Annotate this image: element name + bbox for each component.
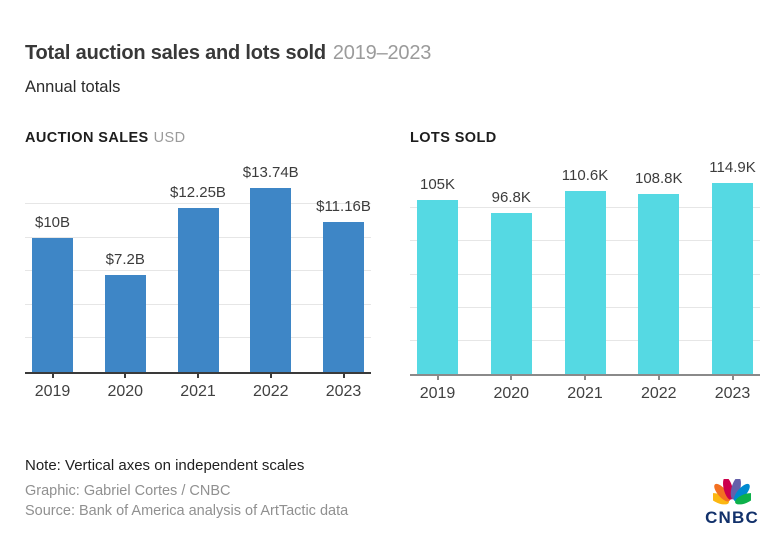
- chart-lots-sold-plot: 105K 96.8K 110.6K 108.8K 114.9K: [410, 159, 760, 376]
- chart-auction-sales-year-labels: 2019 2020 2021 2022 2023: [25, 383, 371, 401]
- year-label-2020: 2020: [493, 385, 530, 402]
- peacock-icon: [713, 479, 752, 505]
- bar-slot-2021: 110.6K: [562, 167, 608, 374]
- axis-tick-2021: [197, 374, 199, 378]
- year-label-2022: 2022: [640, 385, 677, 402]
- bar-slot-2022: $13.74B: [243, 164, 299, 372]
- axis-tick-2020: [124, 374, 127, 378]
- bar-slot-2020: $7.2B: [104, 184, 146, 372]
- year-label-2019: 2019: [34, 383, 71, 400]
- year-label-2020: 2020: [107, 383, 144, 400]
- bar-slot-2023: 114.9K: [709, 159, 756, 374]
- chart-lots-sold-year-labels: 2019 2020 2021 2022 2023: [410, 385, 760, 403]
- axis-tick-2023: [731, 376, 734, 380]
- chart-auction-sales-axis-ticks: [25, 374, 371, 379]
- bar-2020: [490, 213, 532, 374]
- bars-group: 105K 96.8K 110.6K 108.8K 114.9K: [410, 159, 760, 374]
- axis-tick-2019: [436, 376, 439, 380]
- chart-auction-sales-title: AUCTION SALES: [25, 130, 149, 146]
- tick-slot-2023: [323, 374, 364, 379]
- chart-auction-sales: AUCTION SALES USD $10B $7.2B $12.25B $13.74B…: [25, 130, 371, 401]
- year-label-2021: 2021: [180, 383, 216, 400]
- bar-slot-2019: $10B: [32, 184, 73, 372]
- tick-slot-2022: [638, 376, 679, 381]
- value-label-2019: 105K: [419, 175, 456, 193]
- source-credit: Source: Bank of America analysis of ArtT…: [25, 503, 349, 519]
- bar-2021: [177, 207, 219, 372]
- value-label-2021: $12.25B: [170, 183, 226, 201]
- bar-2019: [417, 199, 458, 374]
- tick-slot-2021: [178, 374, 219, 379]
- gridline-12.5: [25, 203, 371, 205]
- bar-slot-2020: 96.8K: [490, 175, 532, 374]
- chart-auction-sales-unit: USD: [153, 130, 186, 146]
- value-label-2023: $11.16B: [316, 198, 371, 216]
- bar-2022: [250, 187, 292, 372]
- year-label-2019: 2019: [419, 385, 456, 402]
- cnbc-logo: CNBC: [705, 479, 759, 528]
- bar-2019: [32, 237, 73, 372]
- chart-auction-sales-header: AUCTION SALES USD: [25, 130, 371, 146]
- year-label-2021: 2021: [567, 385, 603, 402]
- bar-2021: [564, 190, 606, 374]
- value-label-2023: 114.9K: [709, 159, 756, 177]
- tick-slot-2021: [565, 376, 606, 381]
- footnote: Note: Vertical axes on independent scale…: [25, 457, 305, 474]
- chart-lots-sold-title: LOTS SOLD: [410, 130, 497, 146]
- page-title-text: Total auction sales and lots sold: [25, 42, 326, 64]
- axis-tick-2022: [657, 376, 660, 380]
- chart-lots-sold-header: LOTS SOLD: [410, 130, 760, 146]
- page-subtitle: Annual totals: [25, 78, 121, 96]
- value-label-2022: 108.8K: [634, 169, 683, 187]
- chart-auction-sales-plot: $10B $7.2B $12.25B $13.74B $11.16B: [25, 164, 371, 374]
- value-label-2021: 110.6K: [561, 166, 609, 184]
- axis-tick-2023: [342, 374, 345, 378]
- cnbc-wordmark: CNBC: [705, 508, 759, 527]
- year-label-2023: 2023: [325, 383, 362, 400]
- tick-slot-2020: [491, 376, 532, 381]
- axis-tick-2019: [51, 374, 54, 378]
- axis-tick-2021: [584, 376, 586, 380]
- bar-2020: [104, 275, 146, 372]
- tick-slot-2020: [105, 374, 146, 379]
- axis-tick-2020: [510, 376, 513, 380]
- graphic-credit: Graphic: Gabriel Cortes / CNBC: [25, 483, 231, 499]
- tick-slot-2019: [32, 374, 73, 379]
- tick-slot-2023: [712, 376, 753, 381]
- tick-slot-2019: [417, 376, 458, 381]
- bar-2023: [712, 183, 753, 374]
- value-label-2020: $7.2B: [105, 251, 145, 269]
- year-label-2023: 2023: [714, 385, 751, 402]
- year-label-2022: 2022: [252, 383, 289, 400]
- page-title-period: 2019–2023: [332, 42, 432, 64]
- page-title: Total auction sales and lots sold 2019–20…: [25, 42, 431, 65]
- bar-slot-2019: 105K: [417, 175, 458, 374]
- bar-slot-2022: 108.8K: [635, 170, 683, 374]
- axis-tick-2022: [269, 374, 272, 378]
- value-label-2020: 96.8K: [491, 189, 531, 207]
- bar-2023: [323, 222, 364, 372]
- chart-lots-sold-axis-ticks: [410, 376, 760, 381]
- bars-group: $10B $7.2B $12.25B $13.74B $11.16B: [25, 164, 371, 372]
- chart-lots-sold: LOTS SOLD 105K 96.8K 110.6K 108.8K 114.9K 20…: [410, 130, 760, 403]
- value-label-2022: $13.74B: [242, 163, 299, 181]
- tick-slot-2022: [250, 374, 291, 379]
- bar-2022: [638, 193, 680, 374]
- bar-slot-2023: $11.16B: [316, 184, 371, 372]
- bar-slot-2021: $12.25B: [170, 184, 226, 372]
- value-label-2019: $10B: [34, 213, 71, 231]
